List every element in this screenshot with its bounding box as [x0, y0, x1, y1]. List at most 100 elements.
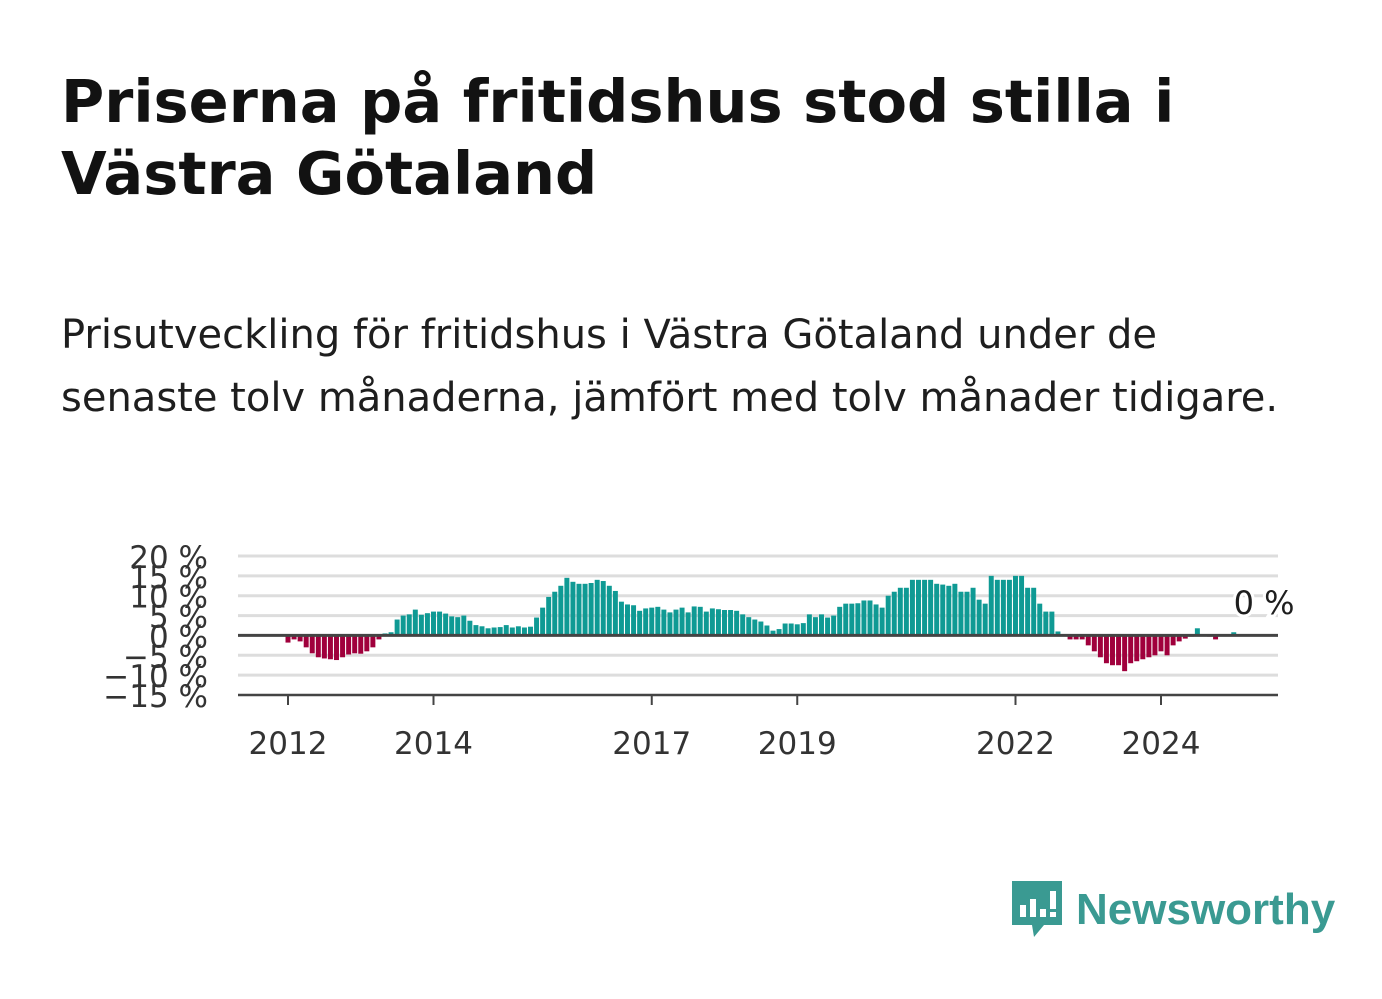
bar — [564, 577, 570, 636]
bar — [728, 610, 734, 636]
bar — [352, 635, 358, 654]
bar — [958, 591, 964, 636]
x-tick-label: 2024 — [1122, 726, 1201, 762]
bar — [1097, 635, 1103, 658]
bar — [916, 579, 921, 636]
bar — [1140, 635, 1146, 660]
y-tick-label: −15 % — [103, 679, 208, 715]
bar — [467, 620, 473, 636]
bar — [1213, 635, 1219, 640]
bar — [600, 581, 606, 636]
bar — [679, 607, 685, 636]
x-tick-label: 2019 — [758, 726, 837, 762]
bar — [437, 611, 443, 636]
bar — [631, 605, 637, 636]
bar — [309, 635, 315, 654]
bar — [667, 612, 673, 636]
y-tick-label: 10 % — [129, 580, 208, 616]
bar — [764, 625, 770, 636]
bar — [291, 635, 297, 640]
y-tick-label: −10 % — [103, 659, 208, 695]
bar — [1006, 579, 1012, 636]
bar — [934, 583, 940, 636]
bar — [406, 614, 412, 636]
annotation-label: 0 % — [1234, 584, 1295, 622]
bar-chart: 20 %15 %10 %5 %0 %−5 %−10 %−15 % 2012 201… — [103, 540, 1297, 762]
bar — [612, 590, 618, 636]
bar — [734, 610, 740, 636]
bar — [1194, 628, 1200, 636]
bar — [1134, 635, 1140, 662]
grid-lines — [238, 554, 1278, 677]
bar — [812, 617, 818, 636]
bar — [1176, 635, 1182, 642]
bar — [867, 600, 873, 636]
bar — [697, 606, 703, 636]
bar — [497, 627, 503, 636]
bar — [358, 635, 364, 654]
bar — [1152, 635, 1158, 656]
bar — [515, 626, 521, 636]
bar — [461, 615, 467, 636]
bar — [534, 617, 540, 636]
bar — [1085, 635, 1091, 646]
bar — [1067, 635, 1073, 640]
bar — [285, 635, 291, 643]
bar — [740, 614, 746, 636]
bar — [418, 614, 424, 636]
bar — [982, 603, 988, 636]
bar — [606, 585, 612, 636]
bar — [703, 611, 709, 636]
bar — [424, 613, 430, 636]
bar — [782, 623, 788, 636]
x-tick-label: 2012 — [249, 726, 328, 762]
bar — [509, 627, 515, 636]
bar — [855, 603, 861, 636]
bar — [1000, 579, 1006, 636]
bar — [558, 585, 564, 636]
bar — [758, 621, 764, 636]
bar — [297, 635, 303, 642]
bar — [952, 583, 958, 636]
bar — [1043, 611, 1049, 636]
bar — [879, 607, 885, 636]
bar — [455, 617, 461, 636]
bar — [449, 616, 455, 636]
bar — [582, 583, 588, 636]
y-tick-label: 15 % — [129, 560, 208, 596]
bar — [370, 635, 376, 648]
bar — [552, 591, 558, 636]
bar — [909, 579, 915, 636]
bar — [340, 635, 346, 658]
bar — [788, 623, 794, 636]
bar — [346, 635, 352, 655]
bar — [334, 635, 339, 661]
bar — [752, 619, 758, 636]
bar — [964, 591, 970, 636]
bar — [837, 606, 843, 636]
bar — [594, 579, 600, 636]
bar — [485, 628, 491, 636]
bar — [1079, 635, 1085, 640]
bar — [691, 606, 697, 636]
page-subtitle: Prisutveckling för fritidshus i Västra G… — [61, 312, 1279, 421]
bar — [794, 624, 800, 636]
bar — [376, 635, 382, 640]
bar — [891, 591, 897, 636]
bar — [1055, 631, 1061, 636]
bar — [1037, 603, 1043, 636]
bar — [1170, 635, 1176, 646]
bar — [770, 630, 776, 636]
bar — [831, 615, 837, 636]
bar — [546, 596, 552, 636]
bar — [443, 613, 449, 636]
bar — [1049, 611, 1055, 636]
bar — [1231, 632, 1237, 636]
bar — [655, 606, 661, 636]
bar — [1019, 575, 1025, 636]
bar — [364, 635, 370, 652]
y-tick-label: 5 % — [149, 600, 208, 636]
bar — [819, 614, 824, 636]
bar — [946, 585, 952, 636]
bar — [1164, 635, 1170, 656]
